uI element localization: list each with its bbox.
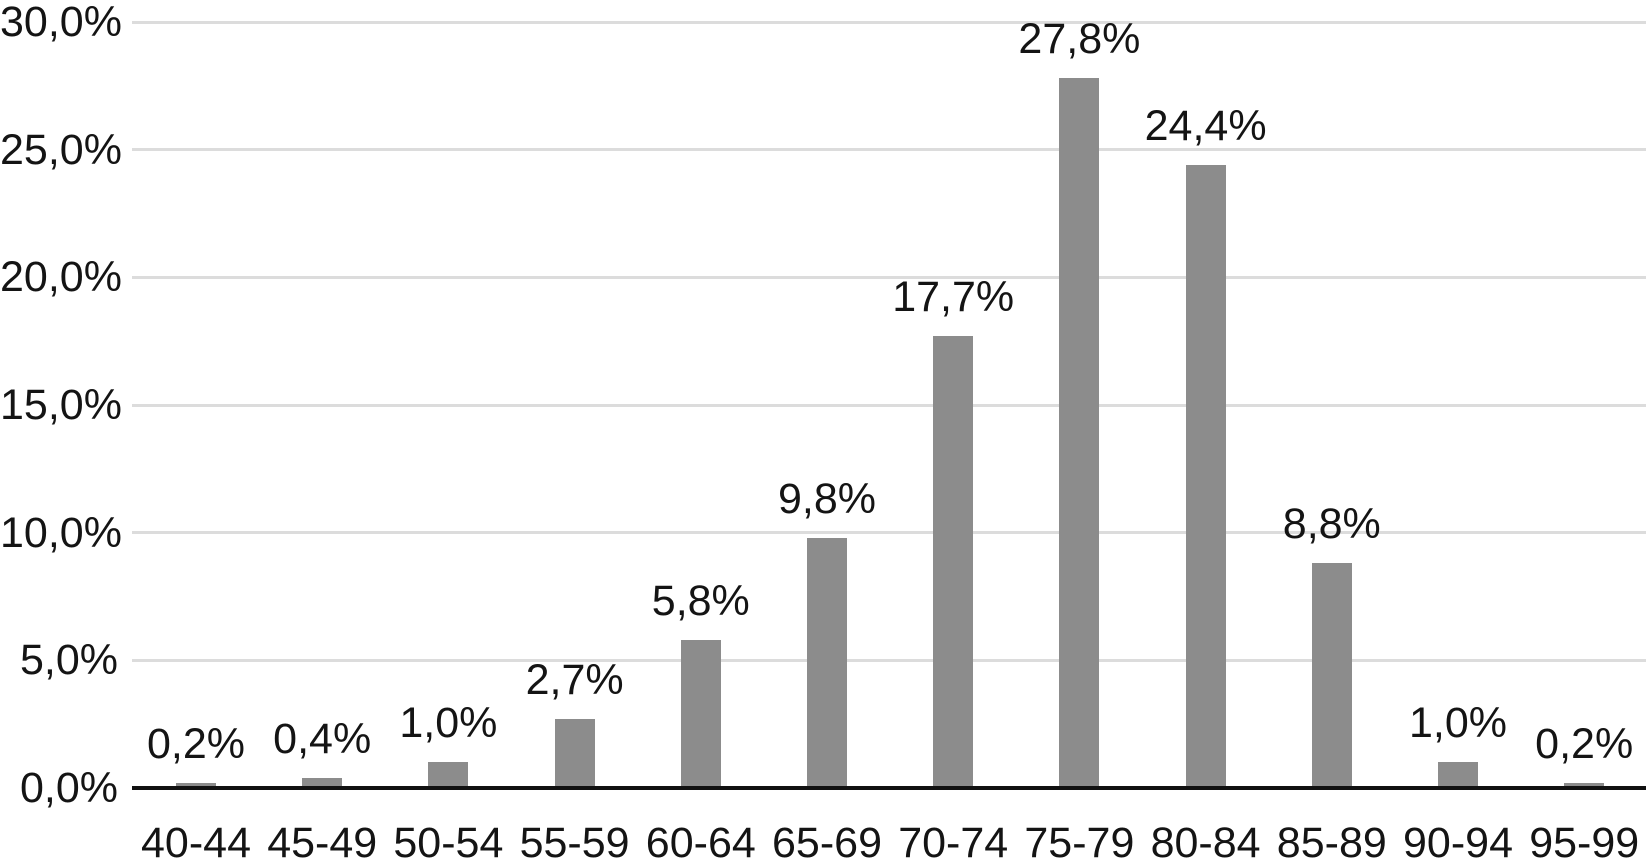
y-axis-tick-label: 30,0% [0,0,122,47]
x-axis-category-label: 95-99 [1529,819,1640,867]
bar-value-label: 17,7% [892,273,1015,322]
y-axis-tick-label: 25,0% [0,125,122,174]
x-axis-category-label: 70-74 [898,819,1009,867]
bar [1438,762,1478,788]
bar [302,777,343,788]
bar-value-label: 0,2% [1535,719,1634,768]
bar [807,537,847,788]
y-axis-tick-label: 20,0% [0,253,122,302]
gridline [132,531,1646,535]
gridline [132,148,1646,152]
bar [176,782,216,788]
bar [554,719,595,788]
bar [428,762,469,788]
y-axis-tick-label: 0,0% [19,764,118,812]
x-axis-category-label: 55-59 [519,819,630,867]
y-axis-tick-label: 15,0% [0,381,122,430]
bar-value-label: 9,8% [777,474,876,523]
bar-value-label: 24,4% [1144,102,1267,151]
x-axis-category-label: 85-89 [1276,819,1387,867]
x-axis-line [132,786,1646,790]
x-axis-category-label: 40-44 [141,819,251,867]
x-axis-category-label: 90-94 [1403,819,1513,867]
x-axis-category-label: 65-69 [772,819,882,867]
x-axis-category-label: 45-49 [267,819,378,867]
gridline [132,20,1646,24]
x-axis-category-label: 75-79 [1024,819,1135,867]
bar [1059,78,1100,788]
bar-value-label: 0,4% [273,714,372,763]
bar-value-label: 1,0% [399,699,498,748]
bar [1311,563,1352,788]
bar-value-label: 1,0% [1408,699,1507,748]
bar [1185,165,1226,788]
bar-value-label: 27,8% [1018,15,1141,64]
bar-value-label: 0,2% [146,719,245,768]
y-axis-tick-label: 10,0% [0,508,122,557]
gridline [132,403,1646,407]
bar [1564,782,1605,788]
bar-value-label: 5,8% [651,576,750,625]
bar-value-label: 8,8% [1282,500,1381,549]
bar [933,336,974,788]
x-axis-category-label: 50-54 [393,819,504,867]
gridline [132,275,1646,279]
y-axis-tick-label: 5,0% [19,636,118,685]
gridline [132,658,1646,662]
x-axis-category-label: 80-84 [1150,819,1261,867]
bar-value-label: 2,7% [525,656,624,705]
bar [680,639,721,788]
x-axis-category-label: 60-64 [645,819,756,867]
